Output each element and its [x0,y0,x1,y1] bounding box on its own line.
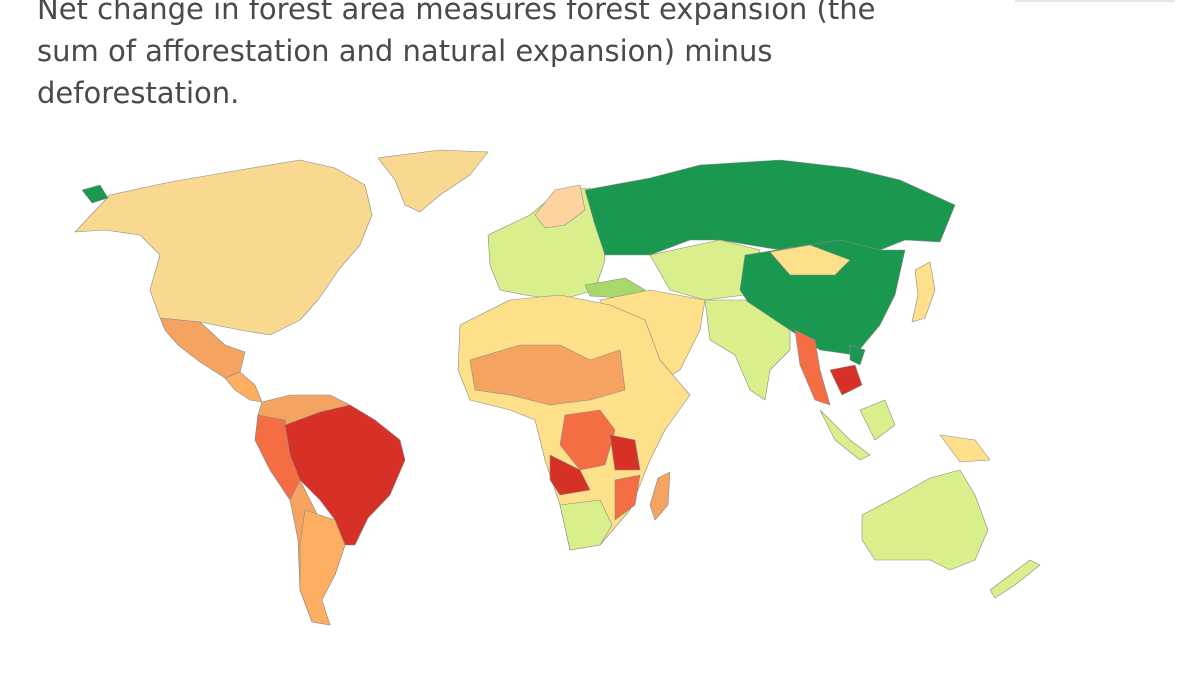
mongolia [769,244,851,276]
india [704,299,791,401]
brazil [284,404,406,546]
indonesia-west [819,409,871,461]
argentina [299,509,346,626]
description: Net change in forest area measures fores… [37,0,876,110]
indochina [829,364,863,396]
sahel [469,344,626,406]
new-guinea [939,434,991,463]
header-decoration [1015,0,1175,2]
japan [911,261,936,323]
central-america [224,371,263,403]
vietnam [849,344,866,366]
scandinavia [534,184,586,229]
congo [559,409,616,471]
australia [861,469,989,571]
southern-africa [559,499,613,551]
north-america [74,159,373,336]
borneo [859,399,896,441]
mozambique [614,474,641,521]
greenland [377,149,489,213]
new-zealand [989,559,1041,599]
russia [584,159,956,256]
madagascar [649,471,671,521]
myanmar [794,329,831,406]
angola [549,454,591,496]
tanzania [609,434,641,471]
arctic-island [81,184,109,204]
